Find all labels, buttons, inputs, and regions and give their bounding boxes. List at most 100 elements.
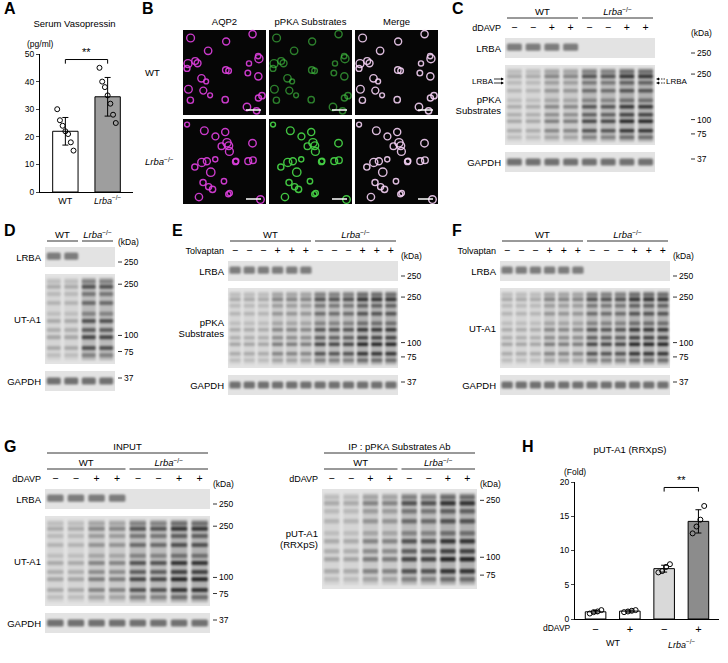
svg-text:Lrba​−/−​: Lrba​−/−​: [668, 638, 695, 650]
svg-text:250: 250: [124, 257, 138, 267]
svg-text:dDAVP: dDAVP: [472, 23, 501, 33]
svg-text:250: 250: [697, 69, 711, 79]
svg-text:−: −: [532, 244, 538, 256]
svg-text:WT: WT: [145, 67, 160, 78]
svg-text:75: 75: [486, 570, 496, 580]
svg-text:−: −: [331, 244, 337, 256]
svg-text:WT: WT: [535, 6, 550, 17]
svg-text:37: 37: [679, 377, 689, 387]
svg-text:40: 40: [25, 77, 35, 87]
svg-text:−: −: [586, 21, 592, 33]
svg-text:E: E: [172, 222, 183, 239]
svg-text:Lrba−/−: Lrba−/−: [424, 457, 453, 469]
svg-text:pPKA: pPKA: [200, 317, 225, 328]
svg-text:UT-A1: UT-A1: [14, 556, 41, 567]
svg-text:Substrates: Substrates: [179, 328, 225, 339]
svg-text:+: +: [643, 21, 649, 33]
svg-text:**: **: [82, 46, 91, 58]
svg-text:WT: WT: [263, 229, 278, 240]
svg-text:+: +: [387, 472, 393, 484]
svg-text:−: −: [232, 244, 238, 256]
svg-text:+: +: [575, 244, 581, 256]
svg-text:−: −: [603, 244, 609, 256]
svg-text:LRBA: LRBA: [199, 266, 224, 277]
svg-text:**: **: [677, 474, 686, 486]
svg-text:20: 20: [25, 132, 35, 142]
svg-text:Tolvaptan: Tolvaptan: [185, 246, 224, 256]
svg-text:−: −: [511, 21, 517, 33]
svg-text:−: −: [135, 472, 141, 484]
svg-text:pUT-A1: pUT-A1: [286, 528, 318, 539]
svg-text:75: 75: [124, 347, 134, 357]
svg-text:75: 75: [219, 589, 229, 599]
svg-text:Tolvaptan: Tolvaptan: [457, 246, 496, 256]
svg-text:+: +: [197, 472, 203, 484]
svg-text:250: 250: [697, 48, 711, 58]
svg-text:Lrba−/−: Lrba−/−: [341, 229, 370, 241]
svg-text:−: −: [518, 244, 524, 256]
svg-text:−: −: [317, 244, 323, 256]
svg-text:−: −: [260, 244, 266, 256]
svg-text:+: +: [374, 244, 380, 256]
svg-text:100: 100: [219, 572, 233, 582]
svg-text:D: D: [4, 222, 16, 239]
svg-text:B: B: [142, 0, 154, 17]
svg-text:WT: WT: [79, 457, 94, 468]
svg-text:+: +: [568, 21, 574, 33]
svg-text:+: +: [388, 244, 394, 256]
svg-text:(Fold): (Fold): [564, 467, 586, 477]
svg-text:Substrates: Substrates: [456, 105, 502, 116]
svg-text:LRBA: LRBA: [16, 252, 41, 263]
svg-text:+: +: [303, 244, 309, 256]
svg-text:100: 100: [679, 338, 693, 348]
svg-text:pPKA Substrates: pPKA Substrates: [275, 16, 347, 27]
svg-text:−: −: [246, 244, 252, 256]
svg-text:Lrba−/−: Lrba−/−: [154, 457, 183, 469]
svg-text:+: +: [275, 244, 281, 256]
svg-text:Lrba​−/−​: Lrba​−/−​: [94, 194, 121, 206]
svg-text:37: 37: [697, 154, 707, 164]
svg-text:250: 250: [407, 292, 421, 302]
svg-text:50: 50: [25, 49, 35, 59]
svg-text:+: +: [360, 244, 366, 256]
svg-text:LRBA: LRBA: [666, 77, 688, 86]
svg-text:WT: WT: [55, 229, 70, 240]
svg-text:+: +: [547, 244, 553, 256]
svg-text:dDAVP: dDAVP: [543, 623, 571, 633]
svg-text:0: 0: [30, 187, 35, 197]
svg-text:15: 15: [560, 511, 570, 521]
svg-text:+: +: [660, 244, 666, 256]
svg-text:+: +: [549, 21, 555, 33]
svg-text:+: +: [93, 472, 99, 484]
svg-text:LRBA: LRBA: [472, 77, 494, 86]
svg-text:−: −: [661, 623, 667, 635]
svg-text:(pg/ml): (pg/ml): [27, 39, 54, 49]
svg-text:30: 30: [25, 104, 35, 114]
svg-text:20: 20: [560, 477, 570, 487]
svg-text:H: H: [522, 438, 534, 455]
svg-text:−: −: [592, 623, 598, 635]
svg-text:100: 100: [407, 338, 421, 348]
svg-text:100: 100: [697, 115, 711, 125]
svg-text:+: +: [627, 623, 633, 635]
svg-text:−: −: [155, 472, 161, 484]
svg-text:10: 10: [560, 545, 570, 555]
svg-text:+: +: [624, 21, 630, 33]
svg-text:−: −: [348, 472, 354, 484]
svg-text:IP : pPKA Substrates Ab: IP : pPKA Substrates Ab: [348, 441, 450, 452]
svg-text:dDAVP: dDAVP: [12, 474, 41, 484]
svg-text:37: 37: [219, 615, 229, 625]
svg-text:LRBA: LRBA: [471, 266, 496, 277]
svg-text:100: 100: [486, 552, 500, 562]
svg-text:250: 250: [219, 521, 233, 531]
svg-text:pPKA: pPKA: [477, 94, 502, 105]
svg-text:Lrba−/−: Lrba−/−: [603, 6, 632, 18]
svg-text:GAPDH: GAPDH: [462, 380, 496, 391]
svg-text:GAPDH: GAPDH: [7, 376, 41, 387]
svg-text:250: 250: [679, 271, 693, 281]
svg-text:+: +: [632, 244, 638, 256]
svg-text:GAPDH: GAPDH: [190, 380, 224, 391]
svg-text:100: 100: [124, 330, 138, 340]
svg-text:(kDa): (kDa): [213, 479, 234, 489]
svg-text:−: −: [617, 244, 623, 256]
